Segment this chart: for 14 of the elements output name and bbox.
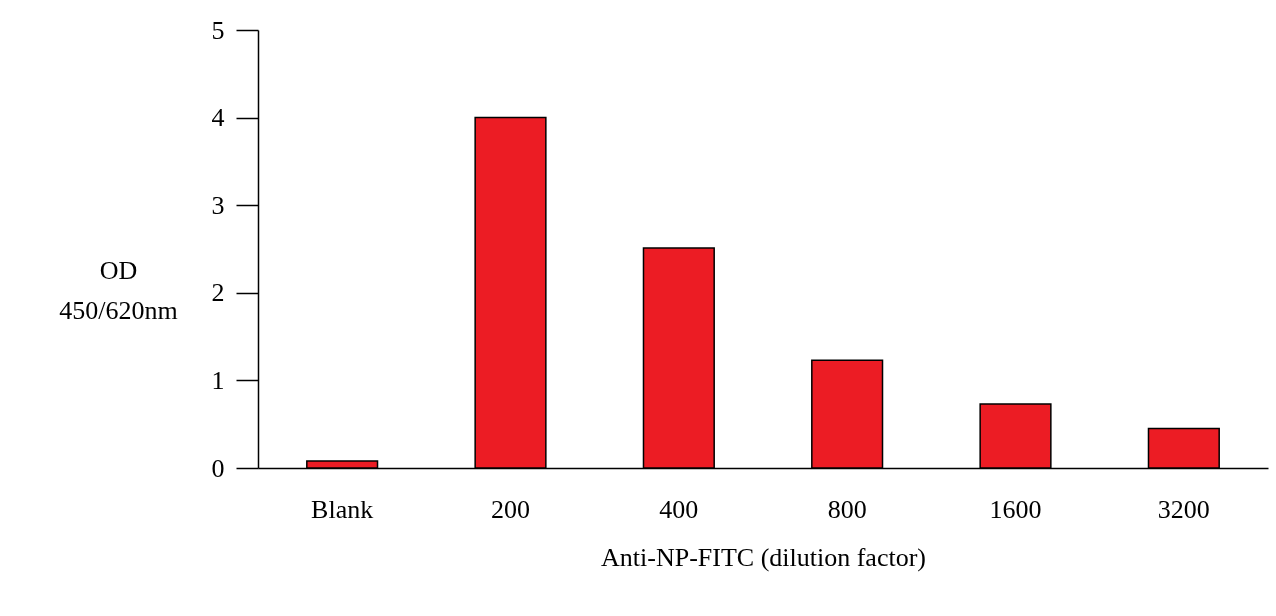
x-tick-label: 400 [659,494,699,524]
x-tick-label: Blank [311,494,374,524]
y-tick-label: 5 [211,15,225,45]
x-tick-label: 200 [491,494,530,524]
x-tick-label: 3200 [1157,494,1210,524]
y-tick-label: 4 [211,103,225,133]
y-axis-title: OD 450/620nm [59,255,178,325]
y-tick-label: 1 [211,365,225,395]
x-tick-label: 1600 [989,494,1042,524]
y-tick-label: 3 [211,190,225,220]
y-tick-label: 0 [211,453,225,483]
x-tick-label: 800 [827,494,867,524]
x-axis-title: Anti-NP-FITC (dilution factor) [601,542,926,572]
y-tick-label: 2 [211,278,225,308]
